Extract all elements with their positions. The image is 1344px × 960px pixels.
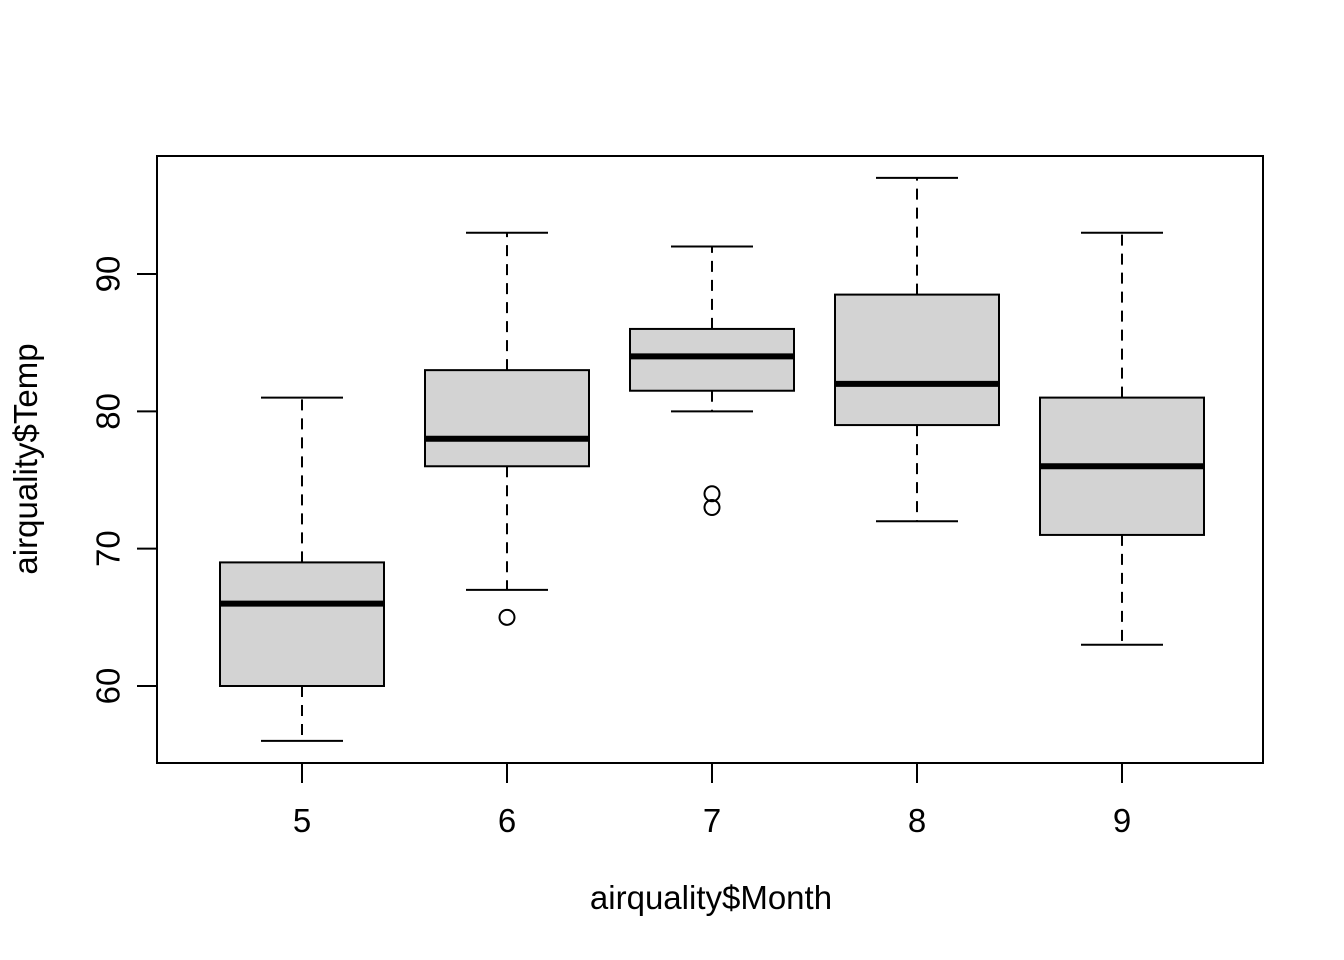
- outlier-point-month-7: [703, 485, 721, 503]
- y-tick-label: 90: [90, 256, 127, 293]
- x-tick-label: 6: [498, 802, 516, 839]
- outlier-point-month-6: [498, 608, 516, 626]
- x-axis-title: airquality$Month: [589, 879, 833, 916]
- x-tick-label: 5: [293, 802, 311, 839]
- iqr-box-month-6: [424, 369, 590, 468]
- y-tick-label: 60: [90, 668, 127, 705]
- x-tick-label: 8: [908, 802, 926, 839]
- y-tick-label: 70: [90, 530, 127, 567]
- plot-border: [156, 155, 1264, 764]
- y-axis-title: airquality$Temp: [7, 343, 44, 575]
- x-tick-label: 9: [1113, 802, 1131, 839]
- iqr-box-month-8: [834, 293, 1000, 427]
- y-tick-label: 80: [90, 393, 127, 430]
- outlier-point-month-7: [703, 498, 721, 516]
- x-tick-label: 7: [703, 802, 721, 839]
- iqr-box-month-7: [629, 327, 795, 392]
- iqr-box-month-5: [219, 561, 385, 688]
